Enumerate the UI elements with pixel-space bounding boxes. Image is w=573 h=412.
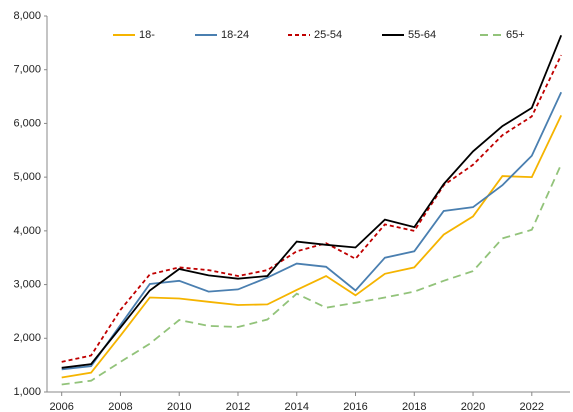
x-tick-label: 2018 (402, 401, 426, 412)
y-tick-label: 2,000 (13, 332, 41, 344)
legend-label: 65+ (506, 29, 525, 41)
x-tick-label: 2014 (285, 401, 309, 412)
y-tick-label: 5,000 (13, 171, 41, 183)
y-tick-label: 8,000 (13, 10, 41, 22)
series-line (61, 54, 563, 363)
legend-label: 25-54 (314, 29, 342, 41)
series-line (61, 163, 563, 386)
legend-label: 55-64 (408, 29, 436, 41)
x-tick-label: 2020 (461, 401, 485, 412)
y-tick-label: 1,000 (13, 386, 41, 398)
x-tick-label: 2012 (226, 401, 250, 412)
x-tick-label: 2010 (167, 401, 191, 412)
x-tick-label: 2006 (49, 401, 73, 412)
series-line (61, 115, 563, 379)
x-tick-label: 2008 (108, 401, 132, 412)
legend-label: 18- (139, 29, 155, 41)
series-line (61, 34, 563, 369)
x-tick-label: 2016 (343, 401, 367, 412)
series-line (61, 91, 563, 371)
y-tick-label: 3,000 (13, 278, 41, 290)
y-tick-label: 7,000 (13, 64, 41, 76)
y-tick-label: 4,000 (13, 225, 41, 237)
y-tick-label: 6,000 (13, 117, 41, 129)
x-tick-label: 2022 (520, 401, 544, 412)
legend-label: 18-24 (221, 29, 249, 41)
